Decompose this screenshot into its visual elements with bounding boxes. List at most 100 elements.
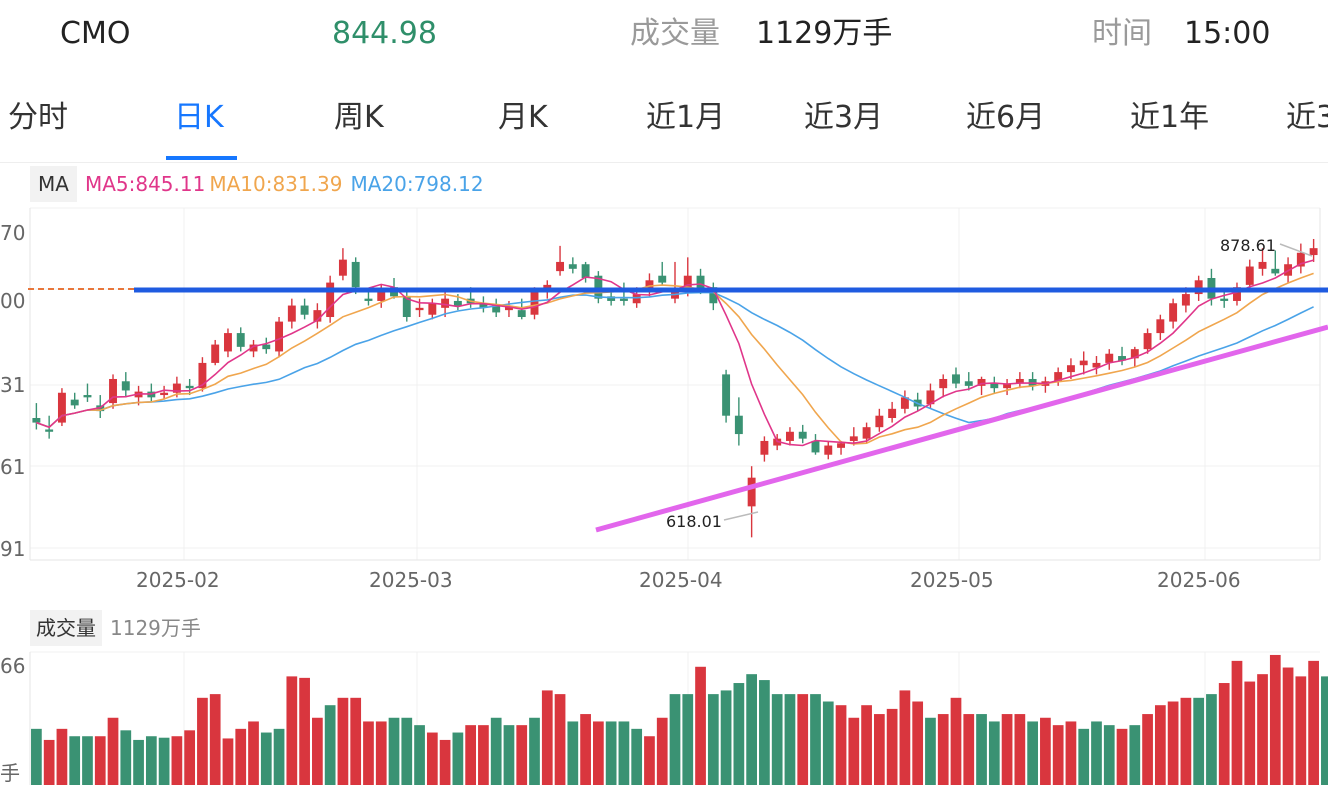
volume-bar [873,714,885,785]
volume-bar [401,717,413,785]
volume-bar [388,717,400,785]
candle-body [1245,266,1254,285]
volume-bar [1308,660,1319,785]
tab-daily-k[interactable]: 日K [174,100,224,135]
volume-bar [529,717,540,785]
tab-monthly-k[interactable]: 月K [498,100,548,135]
volume-bar [912,701,924,785]
tab-6-months[interactable]: 近6月 [966,100,1046,135]
tab-3-months[interactable]: 近3月 [804,100,884,135]
volume-chip[interactable]: 成交量 [30,610,102,646]
x-axis: 2025-02 2025-03 2025-04 2025-05 2025-06 [136,568,1241,592]
volume-bar [1257,674,1268,785]
candle-body [70,399,79,406]
ma10-value: MA10:831.39 [209,172,343,196]
volume-bar [593,721,604,785]
tab-1-month[interactable]: 近1月 [646,100,726,135]
volume-bar [452,732,464,785]
candle-body [338,259,347,276]
candle-body [224,333,232,352]
volume-label: 成交量 [630,16,720,51]
stock-price: 844.98 [332,16,437,51]
volume-bar [835,705,847,785]
volume-bar [312,717,323,785]
volume-bar [554,694,566,785]
candle-body [428,303,437,315]
tab-intraday[interactable]: 分时 [8,100,68,135]
ma-chip[interactable]: MA [30,166,77,202]
volume-legend: 成交量 1129万手 [30,610,201,646]
volume-bar [133,739,144,785]
ma10-line [36,272,1314,445]
volume-bar [963,714,975,785]
time-value: 15:00 [1184,16,1271,51]
candle-body [671,291,679,299]
volume-bar [1282,667,1294,785]
candle-body [402,296,411,318]
volume-bar [1269,654,1281,785]
volume-bar [222,738,234,785]
volume-bar [733,683,745,785]
volume-bar [925,717,936,785]
ma5-value: MA5:845.11 [84,172,206,196]
candle-body [939,378,948,389]
candle-body [1054,372,1063,382]
volume-bar [197,697,208,785]
high-annotation: 878.61 [1220,236,1276,255]
volume-bar [1001,714,1013,785]
volume-bar [656,717,668,785]
candle-body [1143,333,1152,350]
volume-bar [784,694,796,785]
candle-body [607,296,616,301]
low-annotation: 618.01 [666,512,722,531]
candle-body [1181,294,1190,306]
volume-bar [158,737,170,785]
candle-body [1233,287,1241,301]
volume-bar [618,721,630,785]
support-trendline [595,324,1328,533]
volume-bar [1321,676,1328,785]
candle-body [798,431,807,439]
volume-bar [324,705,336,785]
candle-body [1194,280,1203,295]
candle-body [619,298,628,301]
candle-body [683,275,692,292]
volume-bar [235,728,247,785]
tab-weekly-k[interactable]: 周K [334,100,384,135]
candle-body [1156,319,1165,334]
candle-body [900,397,909,409]
x-tick-label: 2025-03 [369,568,453,592]
tab-1-year[interactable]: 近1年 [1130,100,1210,135]
ma20-value: MA20:798.12 [350,172,484,196]
volume-bar [1206,694,1217,785]
candle-body [785,431,794,441]
volume-axis-max: 66 [0,654,25,678]
volume-bar [810,694,821,785]
candle-body [556,261,565,272]
volume-bar [1091,721,1102,785]
volume-value: 1129万手 [756,16,893,51]
candle-body [1105,353,1114,363]
volume-bars [31,654,1328,785]
volume-bar [69,736,81,785]
candle-body [964,381,973,386]
volume-bar [209,694,221,785]
volume-axis-unit: 手 [0,761,20,785]
tab-3-years[interactable]: 近3 [1286,100,1328,135]
candle-body [722,374,731,416]
volume-bar [1154,705,1166,785]
candle-body [696,275,705,290]
candle-body [837,443,845,448]
volume-bar [1193,697,1205,785]
candle-body [1118,356,1126,361]
volume-bar [1014,714,1026,785]
candles [32,238,1318,538]
low-annotation-leader [723,511,759,521]
volume-bar [94,736,106,785]
quote-header: CMO 844.98 成交量 1129万手 时间 15:00 [0,0,1328,70]
volume-bar [82,736,93,785]
candle-body [517,310,526,318]
stock-symbol: CMO [60,16,131,51]
volume-bar [465,725,477,785]
